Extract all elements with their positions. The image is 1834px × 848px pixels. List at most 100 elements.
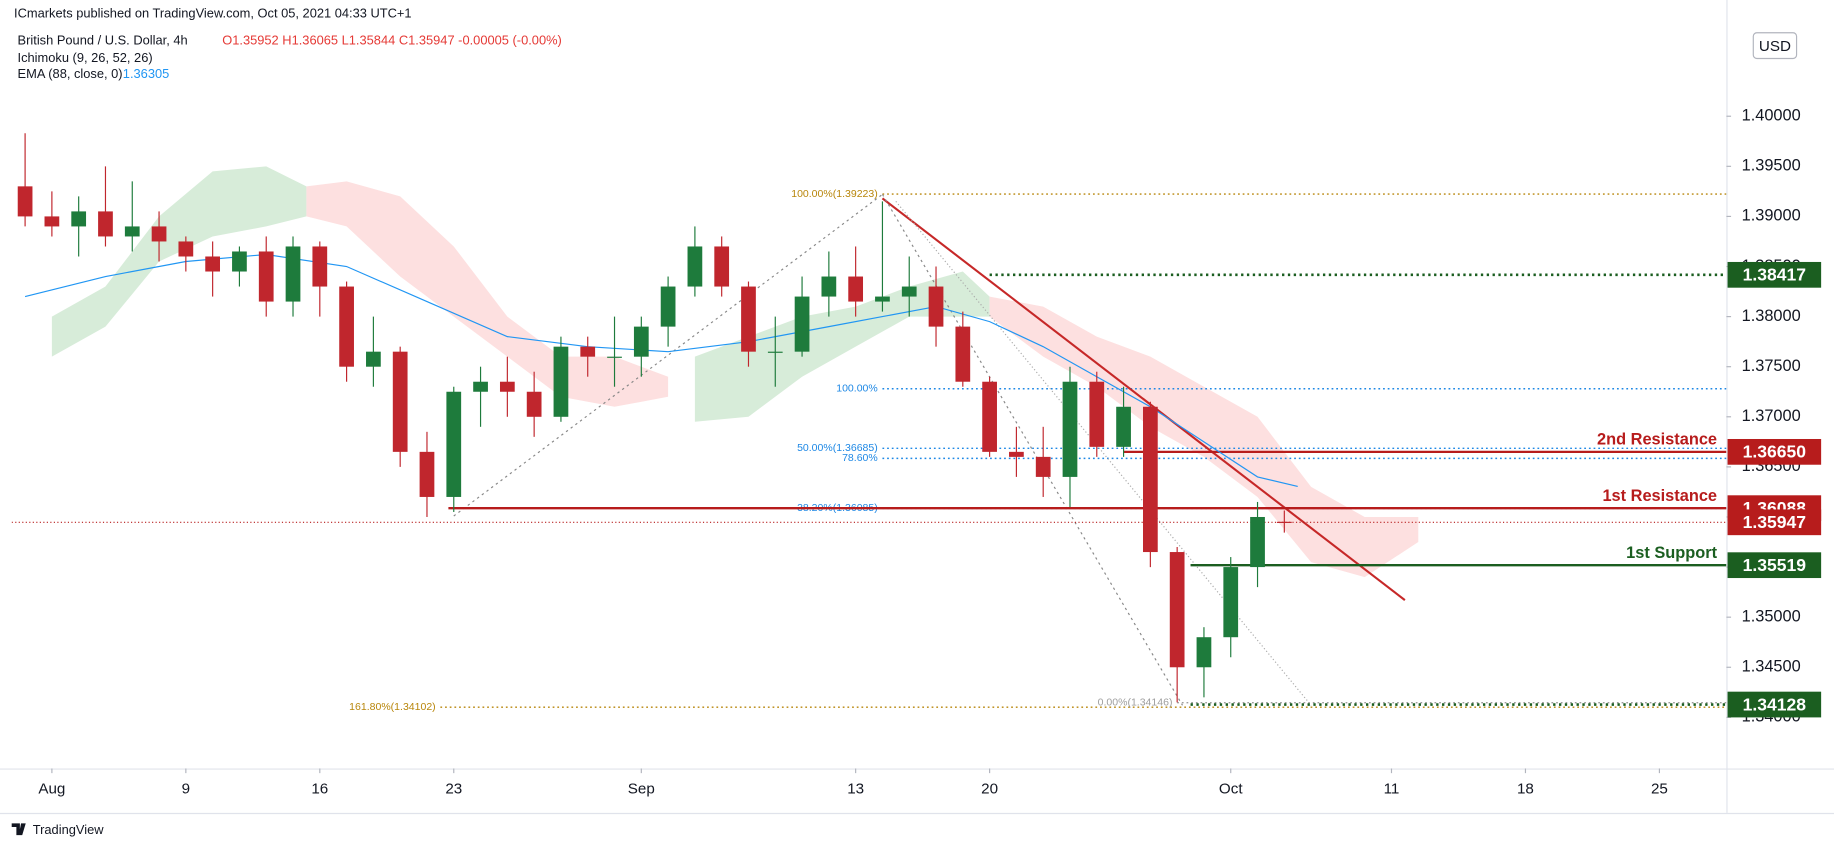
price-label: 1.36650 xyxy=(1743,442,1807,462)
indicator-label: Ichimoku (9, 26, 52, 26) xyxy=(18,50,153,65)
candle-body xyxy=(526,391,542,417)
candle-body xyxy=(232,251,247,272)
overlay: ICmarkets published on TradingView.com, … xyxy=(11,5,1822,837)
candle-body xyxy=(178,241,194,257)
y-tick-label: 1.37500 xyxy=(1742,357,1801,375)
indicator-value: 1.36305 xyxy=(123,66,169,81)
level-name: 1st Resistance xyxy=(1602,487,1717,505)
level-name: 2nd Resistance xyxy=(1597,430,1717,448)
x-tick-label: Sep xyxy=(628,781,655,798)
candle-body xyxy=(1276,521,1292,523)
indicator-label: EMA (88, close, 0) xyxy=(18,66,123,81)
level-name: 1st Support xyxy=(1626,544,1717,562)
candle-body xyxy=(446,391,462,497)
x-tick-label: 25 xyxy=(1651,781,1668,798)
ema-line xyxy=(24,253,1298,487)
x-tick-label: 16 xyxy=(311,781,328,798)
trendline xyxy=(895,201,1312,706)
candle-body xyxy=(124,226,140,237)
candle-body xyxy=(687,246,703,287)
candle-body xyxy=(419,451,435,497)
price-label: 1.34128 xyxy=(1743,694,1807,714)
candle-body xyxy=(794,296,810,352)
candle-body xyxy=(553,346,569,417)
candle-body xyxy=(928,286,944,327)
published-note: ICmarkets published on TradingView.com, … xyxy=(14,5,412,20)
candle-body xyxy=(982,381,997,452)
ichimoku-cloud xyxy=(989,296,1419,578)
candle-body xyxy=(741,286,756,352)
price-label-box xyxy=(1727,509,1822,536)
currency-label[interactable]: USD xyxy=(1759,38,1791,55)
candle-body xyxy=(499,381,515,392)
brand-logo xyxy=(11,823,26,836)
candle-body xyxy=(848,276,864,302)
brand-name: TradingView xyxy=(33,822,104,837)
y-tick-label: 1.39000 xyxy=(1742,207,1801,225)
candle-body xyxy=(821,276,837,297)
candle-body xyxy=(392,351,408,452)
symbol-title: British Pound / U.S. Dollar, 4h xyxy=(18,32,188,47)
candle-body xyxy=(285,246,301,302)
price-label: 1.35947 xyxy=(1743,512,1806,532)
candle-body xyxy=(44,216,60,227)
fib-label: 100.00%(1.39223) xyxy=(791,188,878,200)
candle-body xyxy=(901,286,917,297)
x-tick-label: 13 xyxy=(847,781,864,798)
trendline xyxy=(453,193,883,517)
candle-body xyxy=(312,246,328,287)
ichimoku-cloud xyxy=(306,181,669,407)
candle-body xyxy=(767,351,783,353)
candle-body xyxy=(339,286,354,367)
ichimoku-cloud xyxy=(694,271,990,422)
price-label-box xyxy=(1727,552,1822,579)
fib-label: 161.80%(1.34102) xyxy=(349,701,436,713)
price-label-box xyxy=(1727,691,1822,718)
x-tick-label: 23 xyxy=(445,781,462,798)
candle-body xyxy=(1250,516,1265,568)
y-tick-label: 1.38000 xyxy=(1742,307,1801,325)
y-tick-label: 1.40000 xyxy=(1742,107,1801,125)
candle-body xyxy=(98,211,113,237)
price-label-box xyxy=(1727,261,1822,288)
candle-body xyxy=(258,251,274,302)
ohlc-readout: O1.35952 H1.36065 L1.35844 C1.35947 -0.0… xyxy=(222,32,562,47)
candle-body xyxy=(633,326,649,357)
candle-body xyxy=(366,351,381,367)
trendline xyxy=(881,197,1406,601)
candle-body xyxy=(1035,456,1051,477)
plot-area: 100.00%(1.39223) 100.00% 50.00%(1.36685)78… xyxy=(11,133,1727,713)
candle-body xyxy=(1062,381,1078,477)
x-tick-label: 9 xyxy=(182,781,190,798)
candle-body xyxy=(1142,406,1158,553)
candle-body xyxy=(1089,381,1105,447)
candle-body xyxy=(1223,567,1239,638)
currency-box[interactable] xyxy=(1752,32,1798,60)
candle-body xyxy=(151,226,167,242)
candle-body xyxy=(1196,637,1212,668)
fib-label: 0.00%(1.34146) xyxy=(1098,697,1173,709)
candle-body xyxy=(607,356,622,358)
candle-body xyxy=(1116,406,1131,447)
x-tick-label: Oct xyxy=(1219,781,1243,798)
candle-body xyxy=(17,186,33,217)
candle-body xyxy=(714,246,730,287)
candle-body xyxy=(1169,552,1185,668)
y-tick-label: 1.34500 xyxy=(1742,658,1801,676)
x-tick-label: 11 xyxy=(1384,781,1400,798)
candle-body xyxy=(205,256,221,272)
price-label: 1.35519 xyxy=(1743,555,1807,575)
y-tick-label: 1.35000 xyxy=(1742,608,1801,626)
price-label-box xyxy=(1727,438,1822,465)
candle-body xyxy=(955,326,971,382)
candle-body xyxy=(580,346,596,357)
y-tick-label: 1.37000 xyxy=(1742,407,1801,425)
candle-body xyxy=(875,296,890,302)
candle-body xyxy=(1009,451,1024,457)
candle-body xyxy=(660,286,676,327)
fib-label: 100.00% xyxy=(836,383,878,395)
price-label: 1.38417 xyxy=(1743,265,1806,285)
fib-label: 50.00%(1.36685) xyxy=(797,442,878,454)
